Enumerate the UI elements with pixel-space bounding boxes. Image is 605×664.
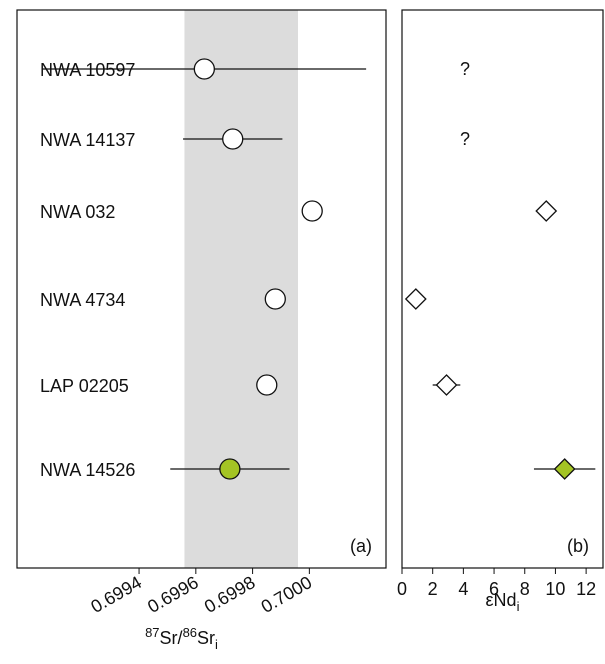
- x-axis-label-part: Sr/: [160, 628, 183, 648]
- x-tick-label: 0.7000: [258, 572, 316, 617]
- data-point: [301, 200, 323, 222]
- x-tick-label: 4: [458, 579, 468, 599]
- x-tick-label: 10: [545, 579, 565, 599]
- x-tick-label: 6: [489, 579, 499, 599]
- x-tick-label: 0.6996: [144, 572, 202, 617]
- data-point: [222, 128, 244, 150]
- x-axis-label: εNdi: [486, 590, 520, 614]
- x-axis-label-part: i: [215, 637, 218, 652]
- data-point: [553, 458, 576, 480]
- unknown-label: ?: [460, 59, 470, 79]
- x-tick-label: 0.6994: [87, 572, 145, 617]
- panel-label: (b): [567, 536, 589, 556]
- x-tick-label: 2: [428, 579, 438, 599]
- category-label: NWA 14526: [40, 460, 135, 480]
- plot-frame: [16, 9, 387, 569]
- x-axis-label-part: εNd: [486, 590, 517, 610]
- data-point: [219, 458, 241, 480]
- x-tick-label: 0: [397, 579, 407, 599]
- x-axis-label-part: 86: [183, 625, 197, 640]
- panel-label: (a): [350, 536, 372, 556]
- data-point: [404, 288, 427, 310]
- data-point: [256, 374, 278, 396]
- x-tick-label: 12: [576, 579, 596, 599]
- category-label: LAP 02205: [40, 376, 129, 396]
- x-tick-label: 0.6998: [201, 572, 259, 617]
- category-label: NWA 10597: [40, 60, 135, 80]
- plot-frame: [401, 9, 604, 569]
- category-label: NWA 4734: [40, 290, 125, 310]
- data-point: [535, 200, 558, 222]
- x-axis-label-part: i: [517, 599, 520, 614]
- x-tick-label: 8: [520, 579, 530, 599]
- unknown-label: ?: [460, 129, 470, 149]
- category-label: NWA 14137: [40, 130, 135, 150]
- data-point: [435, 374, 458, 396]
- x-axis-label-part: 87: [145, 625, 159, 640]
- x-axis-label-part: Sr: [197, 628, 215, 648]
- category-label: NWA 032: [40, 202, 115, 222]
- shaded-band: [184, 10, 299, 568]
- x-axis-label: 87Sr/86Sri: [145, 625, 218, 652]
- data-point: [193, 58, 215, 80]
- data-point: [264, 288, 286, 310]
